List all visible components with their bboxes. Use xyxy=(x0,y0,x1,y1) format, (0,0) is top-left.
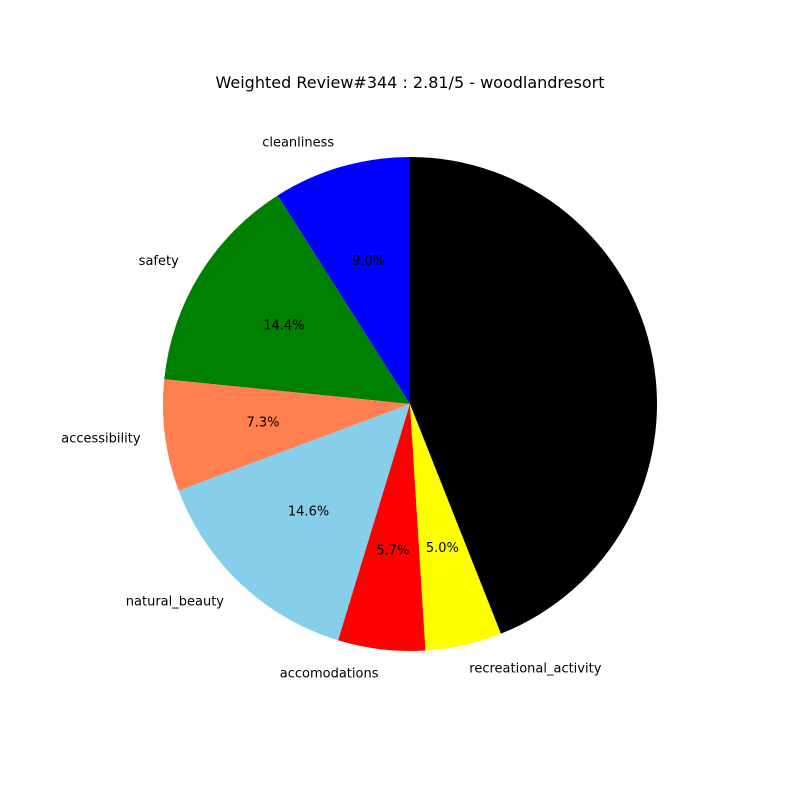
slice-percent-cleanliness: 9.0% xyxy=(352,254,385,269)
pie-slice-safety xyxy=(164,195,410,404)
chart-title: Weighted Review#344 : 2.81/5 - woodlandr… xyxy=(216,73,605,92)
pie-slices xyxy=(163,157,658,651)
slice-percent-safety: 14.4% xyxy=(263,319,304,334)
slice-label-natural-beauty: natural_beauty xyxy=(126,595,225,610)
pie-slice-cleanliness xyxy=(277,157,410,404)
slice-label-accomodations: accomodations xyxy=(280,666,379,681)
pie-slice-natural-beauty xyxy=(178,404,410,641)
slice-percent-recreational-activity: 5.0% xyxy=(426,541,459,556)
slice-percent-accomodations: 5.7% xyxy=(376,544,409,559)
slice-label-cleanliness: cleanliness xyxy=(262,136,334,151)
slice-percent-natural-beauty: 14.6% xyxy=(288,505,329,520)
pie-slice-recreational-activity xyxy=(410,404,501,651)
pie-slice-remainder xyxy=(410,157,658,634)
slice-percent-accessibility: 7.3% xyxy=(247,416,280,431)
slice-label-safety: safety xyxy=(139,254,179,269)
pie-labels: cleanliness 9.0% safety 14.4% accessibility 7… xyxy=(61,136,601,682)
slice-label-accessibility: accessibility xyxy=(61,431,141,446)
pie-slice-accomodations xyxy=(338,404,426,651)
pie-slice-accessibility xyxy=(163,379,410,491)
slice-label-recreational-activity: recreational_activity xyxy=(469,662,601,677)
